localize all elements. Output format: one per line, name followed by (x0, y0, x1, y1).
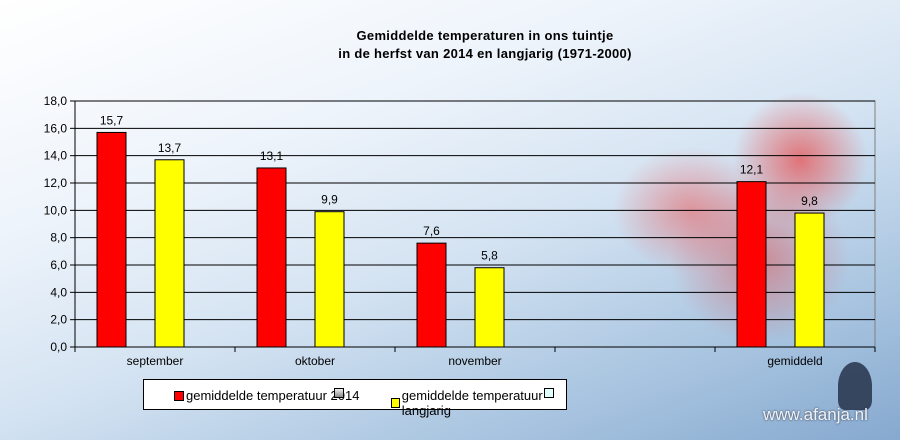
legend: gemiddelde temperatuur 2014 gemiddelde t… (143, 379, 567, 418)
bar-langjarig (794, 212, 825, 348)
legend-label-langjarig: gemiddelde temperatuur langjarig (401, 388, 543, 418)
portrait-silhouette-logo (838, 362, 872, 410)
data-label: 5,8 (481, 249, 498, 263)
x-tick-label: gemiddeld (767, 354, 822, 368)
y-tick-label: 18,0 (44, 94, 68, 108)
chart-title-line-1: Gemiddelde temperaturen in ons tuintje (356, 28, 614, 43)
y-tick-label: 2,0 (50, 313, 67, 327)
data-label: 9,9 (321, 193, 338, 207)
data-label: 15,7 (100, 113, 124, 127)
data-label: 13,1 (260, 149, 284, 163)
y-tick-label: 0,0 (50, 340, 67, 354)
watermark: www.afanja.nl (763, 405, 868, 424)
legend-swatch-cyan (544, 388, 554, 398)
legend-item-langjarig: gemiddelde temperatuur langjarig (391, 388, 566, 418)
x-tick-label: november (448, 354, 501, 368)
bar-2014 (96, 131, 127, 348)
legend-item-empty-1 (334, 388, 346, 398)
y-tick-label: 6,0 (50, 258, 67, 272)
bar-langjarig (474, 267, 505, 348)
legend-swatch-yellow (391, 398, 400, 408)
y-tick-label: 4,0 (50, 285, 67, 299)
legend-item-empty-2 (544, 388, 556, 398)
y-tick-label: 16,0 (44, 121, 68, 135)
legend-swatch-red (174, 390, 184, 401)
bar-langjarig (154, 159, 185, 348)
chart-title-line-2: in de herfst van 2014 en langjarig (1971… (338, 46, 632, 61)
y-tick-label: 14,0 (44, 149, 68, 163)
legend-swatch-gray (334, 388, 344, 398)
y-tick-label: 10,0 (44, 203, 68, 217)
x-tick-label: oktober (295, 354, 335, 368)
data-label: 7,6 (423, 224, 440, 238)
y-tick-label: 8,0 (50, 231, 67, 245)
legend-label-2014: gemiddelde temperatuur 2014 (186, 388, 360, 403)
legend-item-2014: gemiddelde temperatuur 2014 (174, 388, 359, 403)
x-tick-label: september (127, 354, 184, 368)
data-label: 12,1 (740, 163, 764, 177)
y-tick-label: 12,0 (44, 176, 68, 190)
bar-2014 (416, 242, 447, 348)
bar-2014 (256, 167, 287, 348)
data-label: 13,7 (158, 141, 182, 155)
bar-2014 (736, 181, 767, 348)
bar-langjarig (314, 211, 345, 348)
data-label: 9,8 (801, 194, 818, 208)
